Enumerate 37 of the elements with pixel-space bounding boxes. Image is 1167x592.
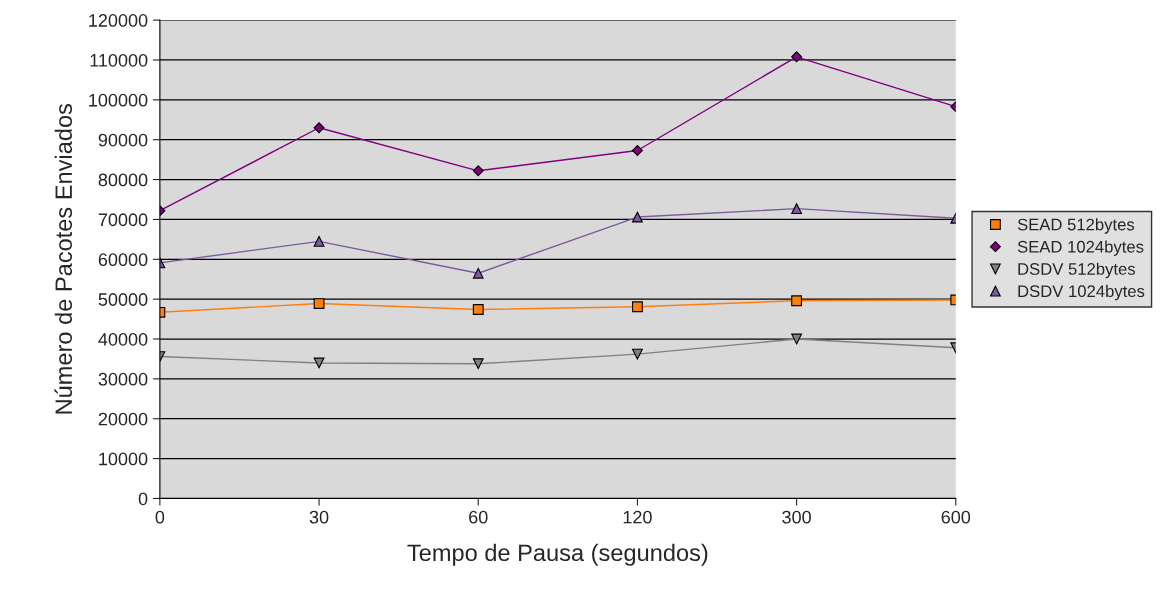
legend-label: DSDV 1024bytes [1018, 284, 1145, 301]
y-tick-label: 50000 [98, 293, 148, 306]
x-tick-label: 120 [623, 510, 652, 524]
x-tick-label: 0 [155, 510, 165, 524]
y-tick-label: 110000 [90, 53, 148, 67]
x-tick-label: 30 [309, 510, 329, 524]
point [313, 235, 325, 247]
x-axis-title: Tempo de Pausa (segundos) [407, 543, 708, 566]
y-tick-label: 30000 [98, 372, 148, 386]
point [472, 304, 484, 315]
legend-label: DSDV 512bytes [1018, 262, 1136, 279]
y-tick-label: 60000 [98, 253, 148, 267]
y-tick-label: 10000 [99, 452, 148, 466]
y-tick-label: 70000 [98, 213, 148, 227]
y-tick-label: 80000 [98, 173, 148, 187]
x-tick-label: 300 [782, 510, 811, 524]
legend-label: SEAD 512bytes [1017, 218, 1135, 234]
point [631, 301, 643, 313]
point [313, 357, 325, 369]
x-tick-label: 60 [469, 510, 488, 524]
y-tick-label: 20000 [98, 412, 148, 426]
point [631, 348, 643, 360]
point [472, 267, 484, 279]
point [472, 358, 484, 370]
point [631, 211, 643, 223]
point [313, 122, 325, 134]
y-tick-label: 120000 [89, 14, 148, 27]
y-tick-label: 0 [138, 492, 148, 506]
y-tick-label: 40000 [98, 332, 148, 346]
legend-label: SEAD 1024bytes [1017, 240, 1144, 256]
x-tick-label: 600 [941, 510, 971, 524]
point [631, 145, 643, 156]
y-tick-label: 90000 [98, 133, 148, 147]
point [313, 298, 325, 309]
point [472, 165, 484, 177]
y-axis-title: Número de Pacotes Enviados [54, 103, 73, 414]
y-tick-label: 100000 [89, 93, 148, 107]
